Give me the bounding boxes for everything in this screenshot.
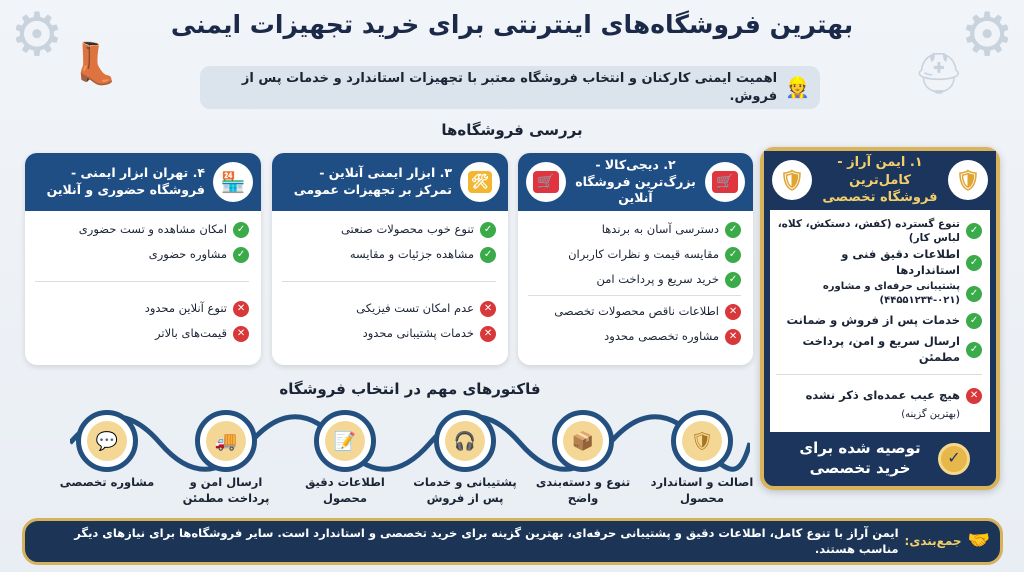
subtitle-text: اهمیت ایمنی کارکنان و انتخاب فروشگاه معت… — [241, 71, 778, 104]
factor-label: اطلاعات دقیق محصول — [305, 475, 385, 505]
check-icon: ✓ — [725, 246, 741, 263]
factor-item: 📦 تنوع و دسته‌بندی واضح — [528, 410, 638, 506]
cross-icon: ✕ — [480, 300, 496, 317]
con-item: عدم امکان تست فیزیکی — [356, 300, 474, 315]
pro-item: مشاوره حضوری — [148, 246, 227, 261]
check-icon: ✓ — [966, 312, 982, 329]
summary-text: ایمن آراز با تنوع کامل، اطلاعات دقیق و پ… — [74, 525, 899, 556]
factor-item: 🎧 پشتیبانی و خدمات پس از فروش — [410, 410, 520, 506]
check-icon: ✓ — [966, 341, 982, 358]
shopping-cart-icon: 🛒 — [705, 162, 745, 202]
store-card-imenaraz: 🛡 ۱. ایمن آراز - کامل‌ترین فروشگاه تخصصی… — [760, 147, 1000, 490]
con-item: خدمات پشتیبانی محدود — [362, 325, 474, 340]
page-title: بهترین فروشگاه‌های اینترنتی برای خرید تج… — [170, 10, 854, 39]
store-title: ۲. دیجی‌کالا - بزرگ‌ترین فروشگاه آنلاین — [575, 156, 696, 206]
pro-item: مقایسه قیمت و نظرات کاربران — [568, 246, 719, 261]
pro-item: امکان مشاهده و تست حضوری — [78, 221, 227, 236]
worker-icon: 👷 — [785, 75, 810, 100]
gear-icon: ⚙ — [10, 0, 64, 70]
check-icon: ✓ — [966, 254, 982, 271]
check-icon: ✓ — [725, 221, 741, 238]
factor-item: 🛡 اصالت و استاندارد محصول — [647, 410, 757, 506]
factors-title: فاکتورهای مهم در انتخاب فروشگاه — [279, 380, 541, 398]
cross-icon: ✕ — [233, 300, 249, 317]
boots-icon: 👢 — [70, 41, 120, 87]
factor-label: اصالت و استاندارد محصول — [650, 475, 754, 505]
handshake-icon: 🤝 — [967, 530, 990, 552]
pro-item: تنوع گسترده (کفش، دستکش، کلاه، لباس کار) — [777, 217, 960, 244]
con-item: تنوع آنلاین محدود — [144, 300, 227, 315]
factor-label: ارسال امن و پرداخت مطمئن — [182, 475, 270, 505]
con-note: (بهترین گزینه) — [901, 409, 960, 421]
summary-label: جمع‌بندی: — [904, 534, 962, 549]
con-item: اطلاعات ناقص محصولات تخصصی — [554, 303, 719, 318]
store-card-abzar-imeni: 🛠 ۳. ابزار ایمنی آنلاین - تمرکز بر تجهیز… — [272, 153, 508, 365]
con-item: مشاوره تخصصی محدود — [604, 328, 719, 343]
check-icon: ✓ — [966, 285, 982, 302]
store-card-tehran-abzar: 🏪 ۴. تهران ابزار ایمنی - فروشگاه حضوری و… — [25, 153, 261, 365]
chat-icon: 💬 — [87, 421, 127, 461]
factor-label: مشاوره تخصصی — [59, 475, 155, 489]
medal-icon: ✓ — [938, 442, 970, 475]
cross-icon: ✕ — [725, 303, 741, 320]
section-title: بررسی فروشگاه‌ها — [441, 121, 583, 139]
check-icon: ✓ — [480, 246, 496, 263]
factor-label: پشتیبانی و خدمات پس از فروش — [413, 475, 517, 505]
check-icon: ✓ — [725, 271, 741, 288]
check-icon: ✓ — [233, 221, 249, 238]
shield-icon: 🛡 — [682, 421, 722, 461]
pro-item: تنوع خوب محصولات صنعتی — [340, 221, 474, 236]
cross-icon: ✕ — [233, 325, 249, 342]
wave-connector — [70, 414, 750, 472]
check-icon: ✓ — [480, 221, 496, 238]
truck-icon: 🚚 — [206, 421, 246, 461]
shopping-cart-icon: 🛒 — [526, 162, 566, 202]
store-card-digikala: 🛒 ۲. دیجی‌کالا - بزرگ‌ترین فروشگاه آنلای… — [518, 153, 753, 365]
headset-icon: 🎧 — [445, 421, 485, 461]
document-icon: 📝 — [325, 421, 365, 461]
subtitle-banner: 👷 اهمیت ایمنی کارکنان و انتخاب فروشگاه م… — [200, 66, 820, 110]
pro-item: پشتیبانی حرفه‌ای و مشاوره (۰۲۱-۴۴۵۵۱۲۳۴) — [822, 281, 960, 306]
store-title: ۴. تهران ابزار ایمنی - فروشگاه حضوری و آ… — [46, 165, 205, 197]
store-title: ۱. ایمن آراز - کامل‌ترین فروشگاه تخصصی — [822, 155, 938, 206]
pro-item: خدمات پس از فروش و ضمانت — [786, 312, 960, 327]
factor-item: 🚚 ارسال امن و پرداخت مطمئن — [171, 410, 281, 506]
pro-item: دسترسی آسان به برندها — [601, 221, 719, 236]
cross-icon: ✕ — [725, 328, 741, 345]
storefront-icon: 🏪 — [213, 162, 253, 202]
recommended-badge: توصیه شده برای خرید تخصصی — [799, 439, 921, 477]
check-icon: ✓ — [966, 222, 982, 239]
factor-item: 💬 مشاوره تخصصی — [52, 410, 162, 491]
factor-item: 📝 اطلاعات دقیق محصول — [290, 410, 400, 506]
store-title: ۳. ابزار ایمنی آنلاین - تمرکز بر تجهیزات… — [293, 165, 452, 197]
con-item: هیچ عیب عمده‌ای ذکر نشده — [805, 387, 960, 402]
pro-item: خرید سریع و پرداخت امن — [596, 271, 719, 286]
box-icon: 📦 — [563, 421, 603, 461]
shield-check-icon: 🛡 — [772, 160, 812, 201]
gear-icon: ⚙ — [960, 0, 1014, 70]
factor-label: تنوع و دسته‌بندی واضح — [535, 475, 631, 505]
summary-bar: 🤝 جمع‌بندی: ایمن آراز با تنوع کامل، اطلا… — [22, 518, 1003, 565]
check-icon: ✓ — [233, 246, 249, 263]
con-item: قیمت‌های بالاتر — [155, 325, 227, 340]
tools-icon: 🛠 — [460, 162, 500, 202]
pro-item: اطلاعات دقیق فنی و استانداردها — [841, 246, 960, 277]
pro-item: مشاهده جزئیات و مقایسه — [349, 246, 474, 261]
helmet-icon: ⛑ — [913, 51, 964, 97]
pro-item: ارسال سریع و امن، پرداخت مطمئن — [802, 334, 960, 364]
cross-icon: ✕ — [480, 325, 496, 342]
shield-check-icon: 🛡 — [948, 160, 988, 201]
cross-icon: ✕ — [966, 387, 982, 404]
